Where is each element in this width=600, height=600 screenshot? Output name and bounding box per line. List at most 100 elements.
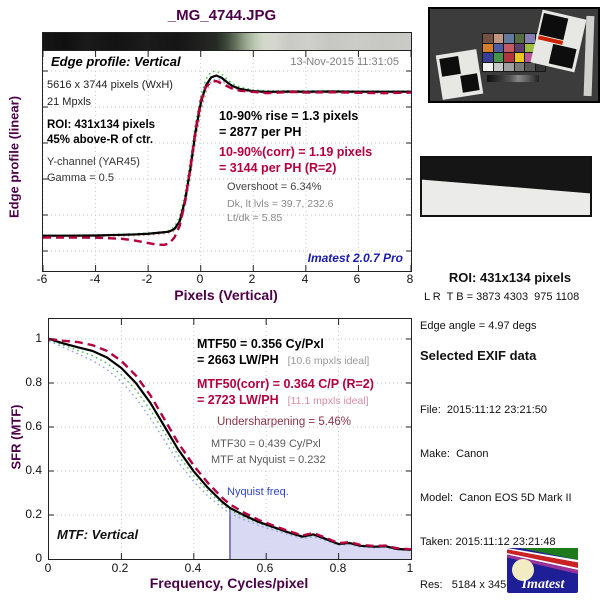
- mtf-xtick: 0.4: [184, 561, 202, 575]
- rise-value: 10-90% rise = 1.3 pixels: [219, 109, 359, 123]
- gamma-info: Gamma = 0.5: [47, 172, 114, 184]
- edge-xtick: -2: [141, 272, 153, 286]
- colorchecker-patch: [514, 43, 524, 52]
- mtf50-corrected: MTF50(corr) = 0.364 C/P (R=2): [197, 377, 374, 391]
- mtf30-value: MTF30 = 0.439 Cy/Pxl: [211, 438, 321, 450]
- imatest-watermark: Imatest 2.0.7 Pro: [307, 251, 403, 266]
- edge-profile-curves: [43, 51, 411, 271]
- mtf50-value: MTF50 = 0.356 Cy/Pxl: [197, 337, 324, 351]
- colorchecker-patch: [504, 34, 514, 43]
- mtf50-corrected-lwph: = 2723 LW/PH [11.1 mpxls ideal]: [197, 393, 369, 407]
- edge-gradient-strip: [42, 32, 412, 51]
- colorchecker-patch: [493, 34, 503, 43]
- edge-xtick: -4: [89, 272, 101, 286]
- sidebar-roi-coords: L R T B = 3873 4303 975 1108: [424, 291, 580, 303]
- colorchecker-patch: [493, 62, 503, 71]
- mtf-yaxis-label: SFR (MTF): [8, 404, 24, 470]
- dark-light-levels: Dk, lt lvls = 39.7, 232.6: [227, 198, 334, 210]
- colorchecker-patch: [535, 62, 545, 71]
- colorchecker-patch: [504, 43, 514, 52]
- mtf50-corrected-lwph-value: = 2723 LW/PH: [197, 393, 279, 407]
- exif-data-block: File: 2015:11:12 23:21:50 Make: Canon Mo…: [420, 374, 600, 600]
- mtf-xtick: 0: [44, 561, 52, 575]
- colorchecker-patch: [514, 62, 524, 71]
- mtf-xtick: 0.6: [256, 561, 274, 575]
- edge-xtick: 2: [248, 272, 256, 286]
- slanted-edge: [422, 158, 590, 194]
- page-title: _MG_4744.JPG: [167, 7, 277, 24]
- white-strip: [583, 15, 595, 97]
- grayscale-strip: [487, 75, 539, 82]
- exif-line-taken: Taken: 2015:11:12 23:21:48: [420, 535, 556, 548]
- colorchecker-patch: [525, 53, 535, 62]
- mtf-at-nyquist: MTF at Nyquist = 0.232: [211, 454, 326, 466]
- scene-thumbnail: [428, 7, 600, 103]
- imatest-logo: Imatest: [507, 548, 578, 593]
- rise-corrected: 10-90%(corr) = 1.19 pixels: [219, 145, 373, 159]
- colorchecker-patch: [483, 43, 493, 52]
- megapixels: 21 Mpxls: [47, 96, 92, 108]
- colorchecker-patch: [483, 62, 493, 71]
- mtf-plot-title: MTF: Vertical: [57, 527, 139, 542]
- colorchecker-patch: [483, 53, 493, 62]
- edge-angle: Edge angle = 4.97 degs: [420, 320, 537, 332]
- edge-xtick: 6: [353, 272, 361, 286]
- colorchecker-patch: [483, 34, 493, 43]
- exif-title: Selected EXIF data: [420, 348, 537, 363]
- sidebar-roi-title: ROI: 431x134 pixels: [448, 270, 572, 285]
- exif-line-make: Make: Canon: [420, 447, 489, 460]
- edge-xaxis-label: Pixels (Vertical): [174, 287, 278, 303]
- rise-per-ph: = 2877 per PH: [219, 125, 302, 139]
- mtf-xtick: 1: [406, 561, 414, 575]
- mtf-curves: [49, 319, 411, 559]
- mtf-ytick: 0.4: [25, 463, 42, 477]
- roi-size: ROI: 431x134 pixels: [47, 119, 156, 131]
- colorchecker-chart: [482, 33, 546, 72]
- mtf-ytick: 0: [35, 551, 42, 565]
- mtf-ytick: 0.2: [25, 507, 42, 521]
- overshoot-value: Overshoot = 6.34%: [227, 181, 322, 193]
- edge-xtick: -6: [36, 272, 48, 286]
- mtf-xaxis-label: Frequency, Cycles/pixel: [149, 575, 309, 591]
- roi-position: 45% above-R of ctr.: [47, 134, 154, 146]
- exif-line-file: File: 2015:11:12 23:21:50: [420, 404, 548, 417]
- mtf-plot: MTF50 = 0.356 Cy/Pxl = 2663 LW/PH [10.6 m…: [48, 318, 412, 560]
- colorchecker-patch: [525, 43, 535, 52]
- colorchecker-patch: [493, 53, 503, 62]
- edge-plot-title: Edge profile: Vertical: [51, 54, 181, 69]
- nyquist-label: Nyquist freq.: [227, 486, 289, 498]
- mtf-ytick: 1: [35, 331, 42, 345]
- edge-target-card-lower: [435, 49, 484, 100]
- mtf-xtick: 0.8: [329, 561, 347, 575]
- colorchecker-patch: [493, 43, 503, 52]
- edge-xtick: 8: [406, 272, 414, 286]
- mtf-ytick: 0.8: [25, 375, 42, 389]
- mtf-ytick: 0.6: [25, 419, 42, 433]
- mtf50-ideal-note: [10.6 mpxls ideal]: [287, 355, 370, 367]
- imatest-logo-text: Imatest: [521, 577, 566, 592]
- colorchecker-patch: [525, 62, 535, 71]
- mtf50-lwph-value: = 2663 LW/PH: [197, 353, 279, 367]
- mtf-xtick: 0.2: [111, 561, 129, 575]
- colorchecker-patch: [514, 53, 524, 62]
- image-dimensions: 5616 x 3744 pixels (WxH): [47, 79, 173, 91]
- rise-corrected-per-ph: = 3144 per PH (R=2): [219, 161, 337, 175]
- edge-yaxis-label: Edge profile (linear): [6, 95, 22, 219]
- exif-line-model: Model: Canon EOS 5D Mark II: [420, 491, 572, 504]
- edge-xtick: 4: [301, 272, 309, 286]
- mtf50-corrected-ideal-note: [11.1 mpxls ideal]: [287, 395, 369, 407]
- light-dark-ratio: Lt/dk = 5.85: [227, 212, 283, 224]
- colorchecker-patch: [514, 34, 524, 43]
- edge-profile-plot: Edge profile: Vertical 13-Nov-2015 11:31…: [42, 50, 412, 272]
- exif-line-res: Res: 5184 x 3456: [420, 579, 513, 592]
- channel-info: Y-channel (YAR45): [47, 156, 140, 168]
- edge-target-card-upper: [530, 9, 587, 73]
- roi-edge-thumbnail: [420, 156, 592, 217]
- edge-xtick: 0: [196, 272, 204, 286]
- colorchecker-patch: [504, 53, 514, 62]
- timestamp: 13-Nov-2015 11:31:05: [290, 56, 399, 68]
- undersharpening-value: Undersharpening = 5.46%: [217, 416, 351, 428]
- mtf50-lwph: = 2663 LW/PH [10.6 mpxls ideal]: [197, 353, 369, 367]
- colorchecker-patch: [525, 34, 535, 43]
